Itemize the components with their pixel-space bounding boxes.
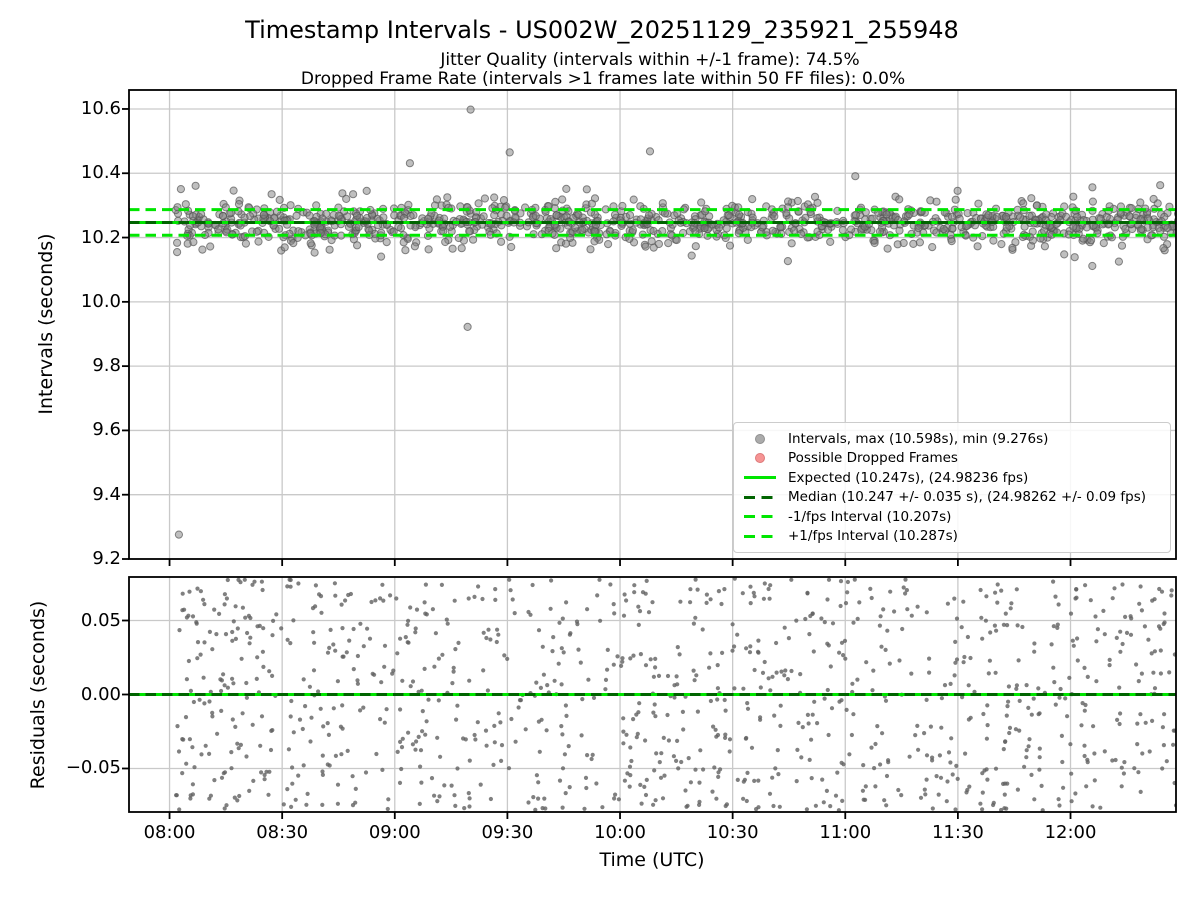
xtick-label-0800: 08:00 (143, 822, 196, 843)
legend-label-intervals: Intervals, max (10.598s), min (9.276s) (788, 430, 1049, 447)
plus-1fps-dashed-line-icon (744, 534, 776, 538)
legend-label-minus-1fps: -1/fps Interval (10.207s) (788, 508, 952, 525)
ytick-label-ax0-6: 10.4 (80, 162, 121, 184)
legend-item-expected: Expected (10.247s), (24.98236 fps) (744, 468, 1160, 487)
legend-label-expected: Expected (10.247s), (24.98236 fps) (788, 469, 1029, 486)
ytick-label-ax1-0: −0.05 (65, 757, 121, 779)
legend-label-median: Median (10.247 +/- 0.035 s), (24.98262 +… (788, 489, 1147, 506)
median-dashed-line-icon (744, 495, 776, 499)
ytick-label-ax0-0: 9.2 (92, 548, 121, 569)
legend-label-dropped-frames: Possible Dropped Frames (788, 450, 958, 467)
ytick-label-ax0-3: 9.8 (92, 355, 121, 377)
chart-title: Timestamp Intervals - US002W_20251129_23… (245, 16, 959, 44)
ytick-label-ax0-7: 10.6 (80, 97, 121, 119)
legend-item-possible-dropped-frames: Possible Dropped Frames (744, 449, 1160, 468)
legend-item-intervals: Intervals, max (10.598s), min (9.276s) (744, 429, 1160, 448)
x-axis-label-time-utc: Time (UTC) (599, 849, 705, 871)
xtick-label-1000: 10:00 (594, 822, 646, 843)
y-axis-label-intervals: Intervals (seconds) (35, 233, 57, 415)
ytick-label-ax0-4: 10.0 (80, 290, 121, 312)
xtick-label-1200: 12:00 (1044, 822, 1097, 843)
ytick-label-ax0-1: 9.4 (92, 483, 121, 505)
minus-1fps-dashed-line-icon (744, 515, 776, 519)
legend-label-plus-1fps: +1/fps Interval (10.287s) (788, 528, 958, 545)
expected-line-icon (744, 476, 776, 480)
ytick-label-ax1-1: 0.00 (80, 683, 121, 705)
legend-item-median: Median (10.247 +/- 0.035 s), (24.98262 +… (744, 488, 1160, 507)
xtick-label-0900: 09:00 (368, 822, 421, 843)
ytick-label-ax1-2: 0.05 (80, 609, 121, 631)
dropped-frames-dot-icon (744, 453, 776, 464)
legend-item-plus-1fps: +1/fps Interval (10.287s) (744, 527, 1160, 546)
xtick-label-1130: 11:30 (931, 822, 984, 843)
chart-subtitle-dropped-frame-rate: Dropped Frame Rate (intervals >1 frames … (300, 69, 906, 89)
xtick-label-0930: 09:30 (481, 822, 534, 843)
y-axis-label-residuals: Residuals (seconds) (27, 600, 49, 790)
chart-subtitle-jitter-quality: Jitter Quality (intervals within +/-1 fr… (440, 50, 860, 70)
xtick-label-1100: 11:00 (819, 822, 872, 843)
xtick-label-0830: 08:30 (256, 822, 309, 843)
ytick-label-ax0-2: 9.6 (92, 419, 121, 441)
xtick-label-1030: 10:30 (706, 822, 759, 843)
intervals-dot-icon (744, 433, 776, 444)
ytick-label-ax0-5: 10.2 (80, 226, 121, 248)
legend-item-minus-1fps: -1/fps Interval (10.207s) (744, 507, 1160, 526)
legend-box: Intervals, max (10.598s), min (9.276s) P… (733, 422, 1171, 553)
